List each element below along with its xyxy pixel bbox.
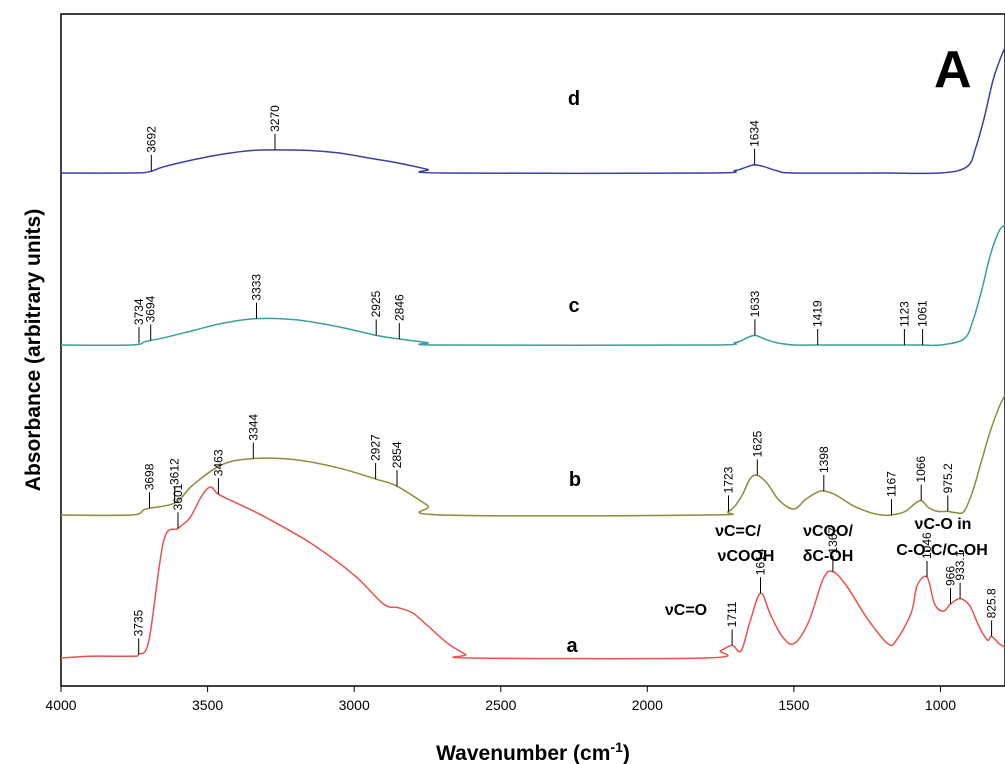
curve-label-b: b bbox=[569, 469, 581, 491]
x-axis-title-end: ) bbox=[623, 742, 630, 764]
peak-label-c-1: 3694 bbox=[144, 295, 158, 322]
spectra-group bbox=[60, 47, 1005, 660]
x-axis-title: Wavenumber (cm-1) bbox=[436, 739, 630, 764]
peak-label-c-0: 3734 bbox=[132, 298, 146, 325]
peak-label-a-6: 1046 bbox=[920, 532, 934, 559]
peak-label-c-6: 1419 bbox=[811, 300, 825, 327]
curve-label-d: d bbox=[568, 88, 580, 110]
peak-label-b-8: 1167 bbox=[885, 471, 899, 497]
spectrum-c bbox=[60, 224, 1005, 347]
peak-label-b-3: 2927 bbox=[369, 434, 383, 461]
annotation-coc-coh: C-O-C/C-OH bbox=[896, 542, 988, 559]
annotation-vco-in: νC-O in bbox=[915, 516, 972, 533]
peak-label-b-4: 2854 bbox=[390, 441, 404, 468]
spectrum-d bbox=[60, 47, 1005, 175]
spectrum-b bbox=[60, 394, 1005, 517]
peak-label-a-7: 966 bbox=[944, 566, 958, 586]
peak-label-c-2: 3333 bbox=[250, 274, 264, 301]
annotation-vco: νC=O bbox=[665, 602, 707, 619]
peak-label-c-3: 2925 bbox=[369, 290, 383, 317]
curve-label-c: c bbox=[568, 295, 579, 317]
plot-frame bbox=[60, 13, 1005, 687]
x-tick-label-4: 2000 bbox=[632, 697, 663, 713]
annotation-vcoo: νCOO/ bbox=[803, 523, 853, 540]
peak-label-c-8: 1061 bbox=[916, 300, 930, 327]
peak-label-a-1: 3601 bbox=[171, 483, 185, 510]
x-axis-title-main: Wavenumber (cm bbox=[436, 742, 610, 764]
peak-label-b-2: 3344 bbox=[246, 414, 260, 441]
x-axis-ticks: 4000 3500 3000 2500 2000 1500 1000 bbox=[45, 686, 956, 713]
peak-label-b-1: 3612 bbox=[168, 458, 182, 485]
peak-label-a-0: 3735 bbox=[132, 609, 146, 636]
spectrum-a bbox=[60, 486, 1005, 660]
peak-label-b-6: 1625 bbox=[750, 430, 764, 457]
x-tick-label-1: 3500 bbox=[192, 697, 223, 713]
peak-label-d-1: 3270 bbox=[268, 105, 282, 132]
annotation-vcooh: νCOOH bbox=[718, 548, 775, 565]
peak-label-b-10: 975.2 bbox=[941, 463, 955, 493]
panel-label: A bbox=[934, 41, 972, 99]
peak-label-a-9: 825.8 bbox=[985, 588, 999, 618]
peak-label-b-7: 1398 bbox=[817, 446, 831, 473]
peak-label-c-7: 1123 bbox=[897, 301, 911, 327]
peak-label-a-3: 1711 bbox=[725, 601, 739, 627]
y-axis-title: Absorbance (arbitrary units) bbox=[22, 209, 45, 491]
annotation-dcoh: δC-OH bbox=[803, 548, 854, 565]
peak-label-a-2: 3463 bbox=[211, 449, 225, 476]
x-tick-label-3: 2500 bbox=[485, 697, 516, 713]
x-tick-label-5: 1500 bbox=[778, 697, 809, 713]
x-tick-label-0: 4000 bbox=[45, 697, 76, 713]
peak-label-a-4: 1614 bbox=[754, 548, 768, 575]
peak-label-d-0: 3692 bbox=[144, 126, 158, 153]
peak-label-c-4: 2846 bbox=[392, 294, 406, 321]
annotation-vcc: νC=C/ bbox=[715, 523, 761, 540]
peak-label-c-5: 1633 bbox=[748, 290, 762, 317]
peak-label-b-0: 3698 bbox=[143, 463, 157, 490]
x-tick-label-2: 3000 bbox=[339, 697, 370, 713]
x-axis-title-sup: -1 bbox=[610, 739, 623, 755]
peak-label-d-2: 1634 bbox=[748, 120, 762, 147]
curve-label-a: a bbox=[566, 635, 578, 657]
x-tick-label-6: 1000 bbox=[925, 697, 956, 713]
peak-label-a-8: 933.1 bbox=[953, 550, 967, 580]
peak-label-b-5: 1723 bbox=[722, 466, 736, 493]
peak-label-b-9: 1066 bbox=[914, 456, 928, 483]
peak-label-a-5: 1367 bbox=[826, 527, 840, 554]
